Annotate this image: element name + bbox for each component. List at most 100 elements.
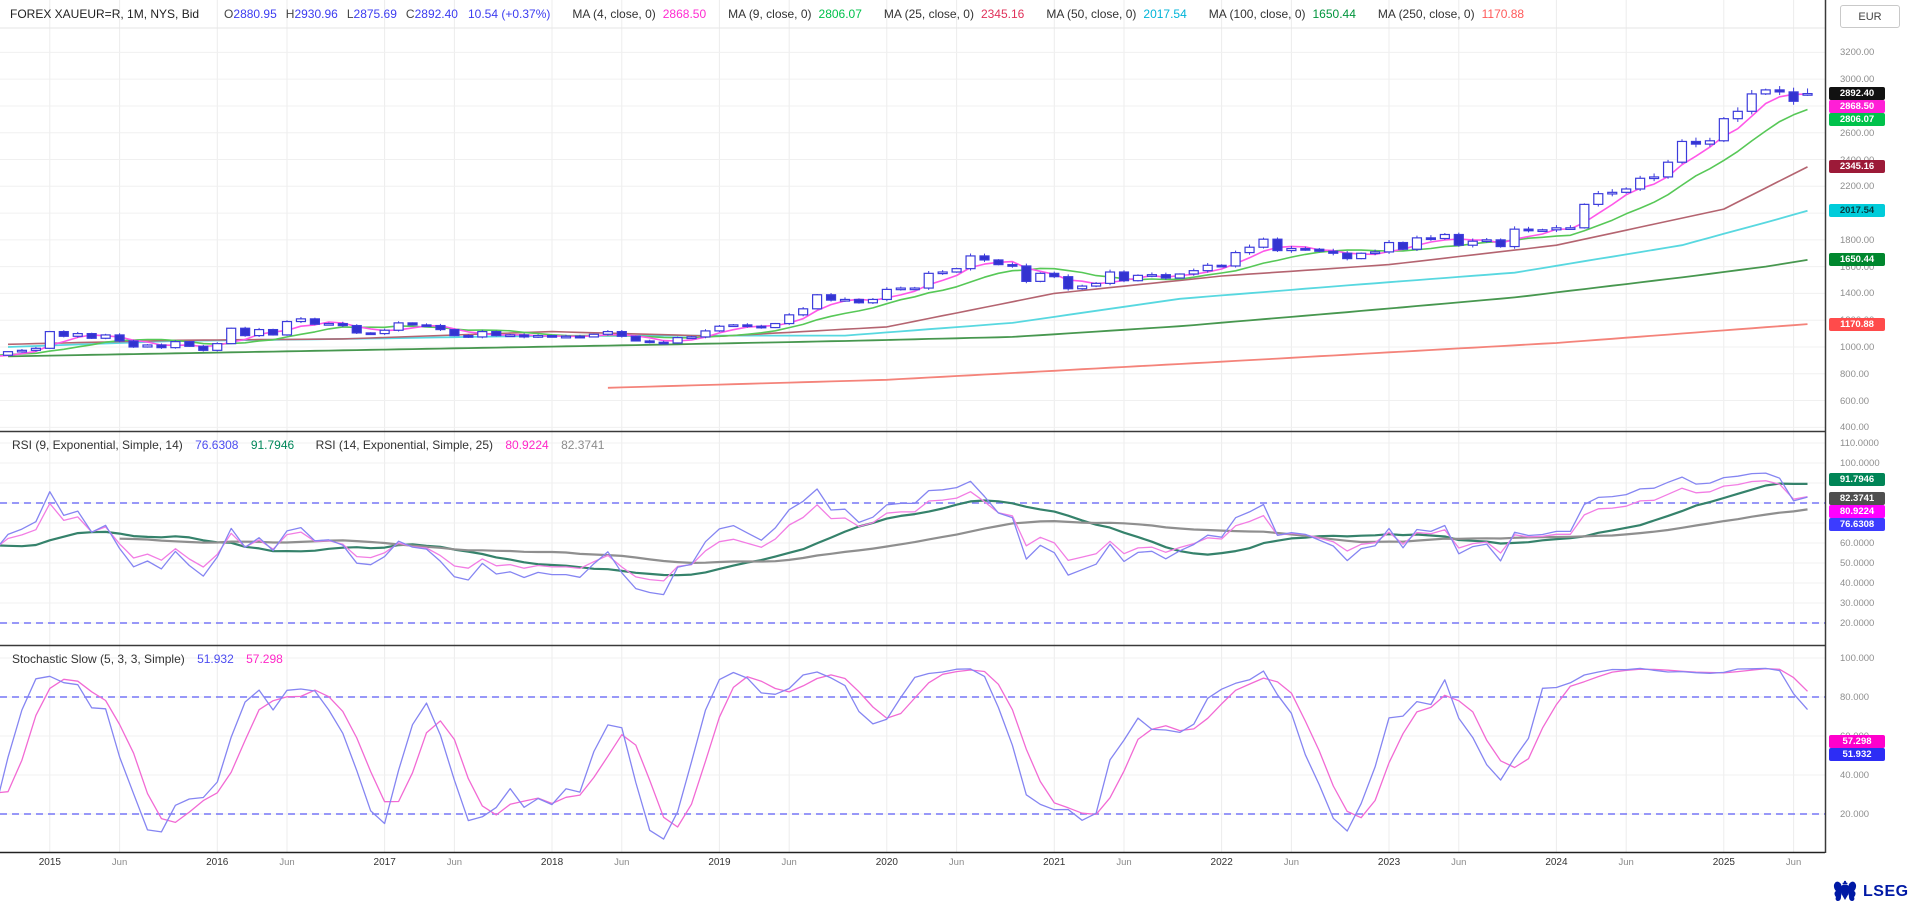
candlestick-series — [2, 86, 1813, 356]
ohlc-value: 2930.96 — [294, 7, 338, 21]
ma-legend-label: MA (100, close, 0) — [1208, 7, 1306, 21]
rsi-label-1: RSI (9, Exponential, Simple, 14) — [12, 438, 183, 452]
axis-tick-label: 40.0000 — [1840, 578, 1875, 589]
ma-100-line — [7, 259, 1808, 358]
time-axis-label: Jun — [446, 857, 463, 868]
change-readout: 10.54 (+0.37%) — [467, 7, 551, 21]
ohlc-prefix: O — [224, 7, 234, 21]
ohlc-value: 2880.95 — [233, 7, 277, 21]
rsi-value-1: 76.6308 — [195, 438, 239, 452]
time-axis-label: 2018 — [540, 857, 564, 868]
axis-price-badge: 2806.07 — [1829, 113, 1885, 127]
ma-legend-item[interactable]: MA (4, close, 0) 2868.50 — [572, 7, 706, 21]
axis-tick-label: 2400.00 — [1840, 155, 1874, 166]
ohlc-value: 2875.69 — [353, 7, 397, 21]
ohlc-value: 2892.40 — [414, 7, 458, 21]
lseg-logo-text: LSEG — [1863, 883, 1909, 900]
ma-legend-value: 1170.88 — [1481, 7, 1525, 21]
time-axis-label: Jun — [948, 857, 965, 868]
ma-legend-value: 2345.16 — [980, 7, 1025, 21]
axis-price-badge: 51.932 — [1829, 747, 1885, 761]
rsi14-smoothing-line — [119, 508, 1808, 564]
time-axis-label: 2016 — [206, 857, 229, 868]
stochastic-indicator-label[interactable]: Stochastic Slow (5, 3, 3, Simple) 51.932… — [12, 652, 283, 666]
axis-tick-label: 20.000 — [1840, 809, 1870, 820]
axis-tick-label: 50.0000 — [1840, 558, 1875, 569]
axis-price-badge: 2017.54 — [1829, 204, 1885, 218]
rsi9-smoothing-line — [0, 482, 1808, 577]
currency-label[interactable]: EUR — [1840, 5, 1900, 28]
time-axis-label: 2015 — [38, 857, 61, 868]
axis-tick-label: 100.0000 — [1840, 458, 1880, 469]
axis-tick-label: 800.00 — [1840, 368, 1870, 380]
rsi-signal-2: 82.3741 — [561, 438, 605, 452]
time-axis-label: 2023 — [1377, 857, 1401, 868]
axis-tick-label: 110.0000 — [1840, 438, 1879, 449]
axis-tick-label: 1800.00 — [1840, 234, 1875, 246]
axis-tick-label: 60.0000 — [1840, 538, 1875, 549]
axis-price-badge: 2892.40 — [1829, 87, 1885, 101]
time-axis-label: Jun — [1283, 857, 1300, 868]
stochastic-lines — [0, 667, 1808, 840]
time-axis-label: Jun — [1451, 857, 1467, 868]
axis-tick-label: 40.000 — [1840, 770, 1870, 781]
panel-dividers — [0, 0, 1827, 854]
ma-legend-label: MA (250, close, 0) — [1377, 7, 1475, 21]
axis-tick-label: 1000.00 — [1840, 341, 1875, 353]
ma-legend-item[interactable]: MA (25, close, 0) 2345.16 — [884, 7, 1024, 21]
time-axis-label: Jun — [111, 857, 128, 868]
stochastic-k-value: 51.932 — [197, 652, 234, 666]
axis-tick-label: 3200.00 — [1840, 47, 1875, 59]
rsi9-line — [0, 472, 1808, 596]
axis-tick-label: 1600.00 — [1840, 261, 1875, 273]
axis-tick-label: 3000.00 — [1840, 74, 1875, 86]
axis-price-badge: 1650.44 — [1829, 253, 1885, 267]
axis-price-badge: 1170.88 — [1829, 317, 1885, 331]
time-axis-label: 2020 — [875, 857, 898, 868]
ma-4-line — [0, 93, 1808, 357]
ma-legend-item[interactable]: MA (9, close, 0) 2806.07 — [728, 7, 862, 21]
stochastic-label: Stochastic Slow (5, 3, 3, Simple) — [12, 652, 185, 666]
axis-price-badge: 76.6308 — [1829, 517, 1885, 531]
axis-price-badge: 80.9224 — [1829, 504, 1885, 518]
ma-legend-item[interactable]: MA (100, close, 0) 1650.44 — [1209, 7, 1356, 21]
time-axis-label: 2025 — [1712, 857, 1735, 868]
instrument-title[interactable]: FOREX XAUEUR=R, 1M, NYS, Bid — [10, 7, 200, 21]
time-axis-label: 2019 — [708, 857, 731, 868]
time-axis-label: 2024 — [1545, 857, 1568, 868]
rsi-indicator-label[interactable]: RSI (9, Exponential, Simple, 14) 76.6308… — [12, 438, 604, 452]
ma-legend-label: MA (9, close, 0) — [728, 7, 812, 21]
axis-tick-label: 30.0000 — [1840, 598, 1875, 609]
time-axis-label: Jun — [1785, 857, 1802, 868]
stochastic-k-line — [0, 667, 1808, 840]
time-axis-label: Jun — [781, 857, 797, 868]
rsi-label-2: RSI (14, Exponential, Simple, 25) — [315, 438, 493, 452]
rsi14-line — [0, 480, 1808, 582]
axis-price-badge: 2868.50 — [1829, 100, 1885, 114]
ohlc-prefix: H — [285, 7, 295, 21]
ma-250-line — [607, 323, 1808, 389]
ma-legend-item[interactable]: MA (50, close, 0) 2017.54 — [1046, 7, 1186, 21]
time-axis-label: 2021 — [1043, 857, 1066, 868]
ohlc-prefix: C — [405, 7, 415, 21]
axis-tick-label: 20.0000 — [1840, 618, 1875, 629]
chart-legend-bar: FOREX XAUEUR=R, 1M, NYS, Bid O2880.95 H29… — [10, 0, 1524, 28]
rsi-signal-1: 91.7946 — [250, 438, 295, 452]
rsi-lines — [0, 472, 1808, 596]
gridlines — [0, 0, 1825, 852]
ma-legend-value: 1650.44 — [1312, 7, 1356, 21]
stochastic-d-line — [0, 668, 1808, 828]
axis-tick-label: 400.00 — [1840, 422, 1870, 434]
rsi-value-2: 80.9224 — [505, 438, 549, 452]
ma-legend-value: 2017.54 — [1143, 7, 1187, 21]
ma-legend-item[interactable]: MA (250, close, 0) 1170.88 — [1378, 7, 1524, 21]
axis-price-badge: 82.3741 — [1829, 491, 1885, 505]
ma-legend-value: 2806.07 — [818, 7, 862, 21]
time-axis-label: Jun — [1116, 857, 1132, 868]
ma-lines — [0, 93, 1808, 389]
axis-tick-label: 1400.00 — [1840, 288, 1875, 300]
ma-25-line — [7, 166, 1808, 346]
ma-legend-label: MA (50, close, 0) — [1046, 7, 1137, 21]
